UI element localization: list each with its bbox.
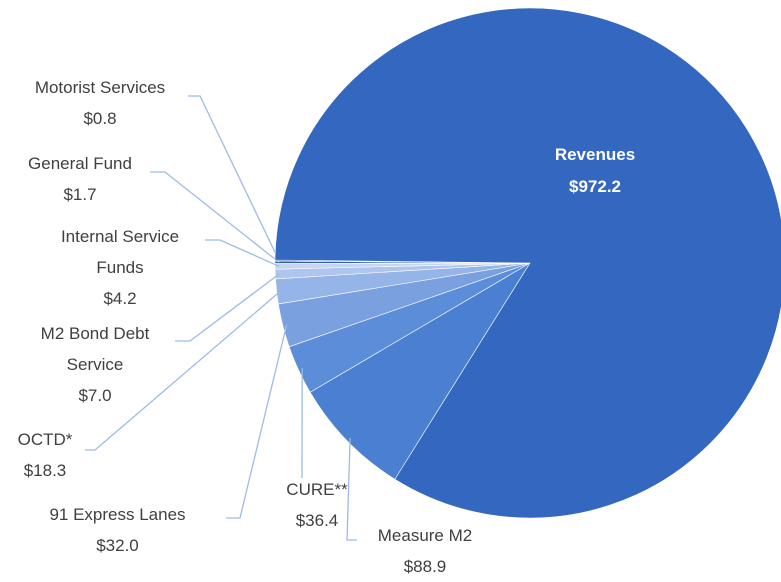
slice-label: 91 Express Lanes bbox=[25, 499, 210, 530]
slice-value: $36.4 bbox=[262, 505, 372, 536]
slice-label: General Fund bbox=[5, 148, 155, 179]
slice-label: OCTD* bbox=[10, 424, 80, 455]
slice-value: $972.2 bbox=[520, 172, 670, 202]
slice-label: CURE** bbox=[262, 474, 372, 505]
slice-value: $18.3 bbox=[10, 455, 80, 486]
slice-label: Revenues bbox=[520, 140, 670, 170]
slice-label: Motorist Services bbox=[5, 72, 195, 103]
slice-value: $32.0 bbox=[25, 530, 210, 561]
slice-value: $1.7 bbox=[5, 179, 155, 210]
slice-value: $88.9 bbox=[345, 551, 505, 582]
slice-value: $7.0 bbox=[20, 380, 170, 411]
slice-label: M2 Bond Debt Service bbox=[20, 318, 170, 380]
slice-value: $4.2 bbox=[35, 283, 205, 314]
slice-value: $0.8 bbox=[5, 103, 195, 134]
slice-label: Internal Service Funds bbox=[35, 221, 205, 283]
